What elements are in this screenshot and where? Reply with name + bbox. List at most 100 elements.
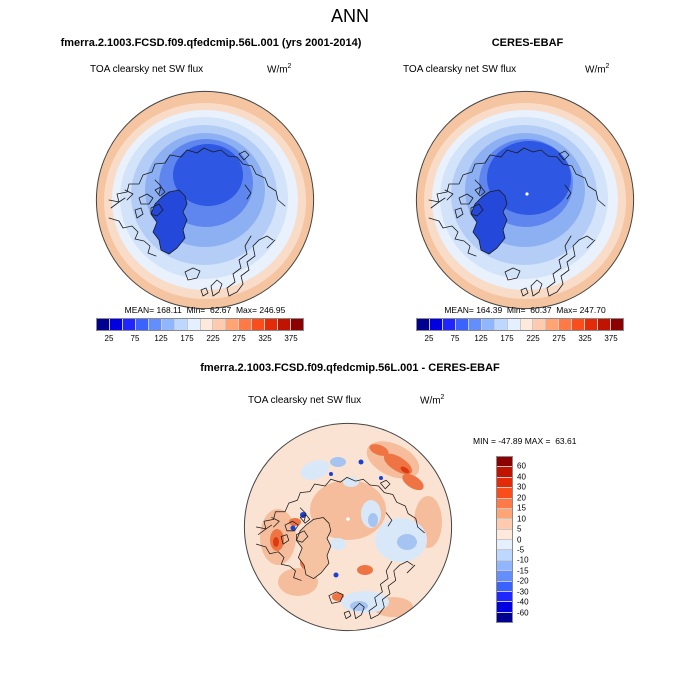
pole-missing-data-dot: [525, 192, 529, 196]
diff-panel-header: fmerra.2.1003.FCSD.f09.qfedcmip.56L.001 …: [200, 362, 500, 374]
colorbar-cell: [597, 319, 611, 330]
obs-units-text: W/m: [585, 64, 606, 76]
colorbar-tick-label: -5: [517, 545, 525, 555]
colorbar-cell: [480, 319, 494, 330]
colorbar-tick-label: -30: [517, 587, 529, 597]
colorbar-cell: [497, 497, 512, 508]
obs-stats: MEAN= 164.39 Min= 60.37 Max= 247.70: [444, 305, 606, 315]
model-map: [95, 90, 315, 310]
colorbar-cell: [417, 319, 429, 330]
colorbar-cell: [497, 528, 512, 539]
obs-units-exponent: 2: [605, 63, 610, 70]
model-colorbar: 25 75 125 175 225 275 325 375: [96, 318, 304, 343]
colorbar-cell: [441, 319, 455, 330]
colorbar-tick-label: 125: [154, 334, 168, 343]
colorbar-cell: [506, 319, 520, 330]
colorbar-cell: [497, 518, 512, 529]
colorbar-cell: [497, 590, 512, 602]
colorbar-tick-label: 275: [232, 334, 246, 343]
diff-units-text: W/m: [420, 395, 441, 407]
colorbar-cell: [173, 319, 187, 330]
colorbar-cell: [497, 487, 512, 498]
model-stats: MEAN= 168.11 Min= 62.67 Max= 246.95: [124, 305, 286, 315]
colorbar-tick-label: 225: [526, 334, 540, 343]
obs-colorbar: 25 75 125 175 225 275 325 375: [416, 318, 624, 343]
colorbar-cell: [238, 319, 252, 330]
colorbar-cell: [454, 319, 468, 330]
colorbar-cell: [497, 580, 512, 591]
colorbar-cell: [497, 570, 512, 581]
model-units-exponent: 2: [287, 63, 292, 70]
colorbar-cell: [121, 319, 135, 330]
obs-map: [415, 90, 635, 310]
colorbar-cell: [264, 319, 278, 330]
diff-colorbar-cells: [496, 456, 513, 623]
colorbar-tick-label: -60: [517, 608, 529, 618]
colorbar-cell: [497, 549, 512, 560]
colorbar-tick-label: 225: [206, 334, 220, 343]
colorbar-tick-label: 275: [552, 334, 566, 343]
colorbar-cell: [497, 559, 512, 571]
colorbar-cell: [584, 319, 598, 330]
colorbar-cell: [610, 319, 623, 330]
colorbar-cell: [497, 457, 512, 467]
colorbar-tick-label: 25: [424, 334, 434, 343]
colorbar-cell: [532, 319, 546, 330]
colorbar-tick-label: 75: [130, 334, 140, 343]
diff-units-exponent: 2: [440, 394, 445, 401]
colorbar-cell: [134, 319, 148, 330]
pole-missing-data-dot: [346, 517, 350, 521]
colorbar-cell: [199, 319, 213, 330]
colorbar-tick-label: -10: [517, 555, 529, 565]
colorbar-tick-label: 60: [517, 461, 526, 471]
colorbar-tick-label: 175: [180, 334, 194, 343]
colorbar-cell: [428, 319, 442, 330]
colorbar-tick-label: 25: [104, 334, 114, 343]
colorbar-tick-label: 375: [284, 334, 298, 343]
obs-panel-header: CERES-EBAF: [491, 37, 564, 49]
colorbar-cell: [108, 319, 122, 330]
obs-units-label: W/m2: [585, 63, 609, 75]
diff-units-label: W/m2: [420, 394, 444, 406]
colorbar-cell: [147, 319, 161, 330]
colorbar-cell: [558, 319, 572, 330]
colorbar-cell: [497, 611, 512, 622]
colorbar-cell: [497, 466, 512, 477]
colorbar-cell: [497, 539, 512, 550]
colorbar-tick-label: 325: [578, 334, 592, 343]
page-title: ANN: [330, 6, 369, 26]
model-units-text: W/m: [267, 64, 288, 76]
diff-map: [243, 422, 453, 632]
colorbar-cell: [212, 319, 226, 330]
colorbar-tick-label: 0: [517, 535, 522, 544]
colorbar-tick-label: 125: [474, 334, 488, 343]
model-colorbar-cells: [96, 318, 304, 331]
colorbar-tick-label: -40: [517, 597, 529, 607]
colorbar-cell: [290, 319, 303, 330]
model-units-label: W/m2: [267, 63, 291, 75]
colorbar-cell: [186, 319, 200, 330]
colorbar-tick-label: 15: [517, 503, 526, 513]
colorbar-tick-label: 20: [517, 493, 526, 503]
colorbar-cell: [497, 476, 512, 488]
colorbar-cell: [467, 319, 481, 330]
colorbar-tick-label: 325: [258, 334, 272, 343]
colorbar-cell: [519, 319, 533, 330]
colorbar-cell: [277, 319, 291, 330]
colorbar-cell: [497, 601, 512, 612]
colorbar-tick-label: 175: [500, 334, 514, 343]
colorbar-tick-label: 10: [517, 514, 526, 524]
colorbar-tick-label: 75: [450, 334, 460, 343]
obs-colorbar-cells: [416, 318, 624, 331]
colorbar-cell: [571, 319, 585, 330]
diff-variable-label: TOA clearsky net SW flux: [248, 395, 362, 406]
colorbar-cell: [225, 319, 239, 330]
colorbar-tick-label: -15: [517, 566, 529, 576]
obs-variable-label: TOA clearsky net SW flux: [403, 64, 517, 75]
model-variable-label: TOA clearsky net SW flux: [90, 64, 204, 75]
colorbar-tick-label: -20: [517, 576, 529, 586]
colorbar-cell: [251, 319, 265, 330]
model-panel-header: fmerra.2.1003.FCSD.f09.qfedcmip.56L.001 …: [60, 37, 362, 49]
colorbar-tick-label: 5: [517, 524, 522, 534]
